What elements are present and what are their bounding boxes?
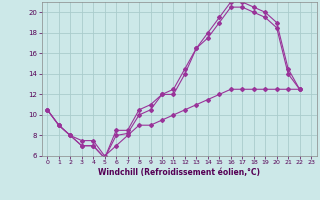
- X-axis label: Windchill (Refroidissement éolien,°C): Windchill (Refroidissement éolien,°C): [98, 168, 260, 177]
